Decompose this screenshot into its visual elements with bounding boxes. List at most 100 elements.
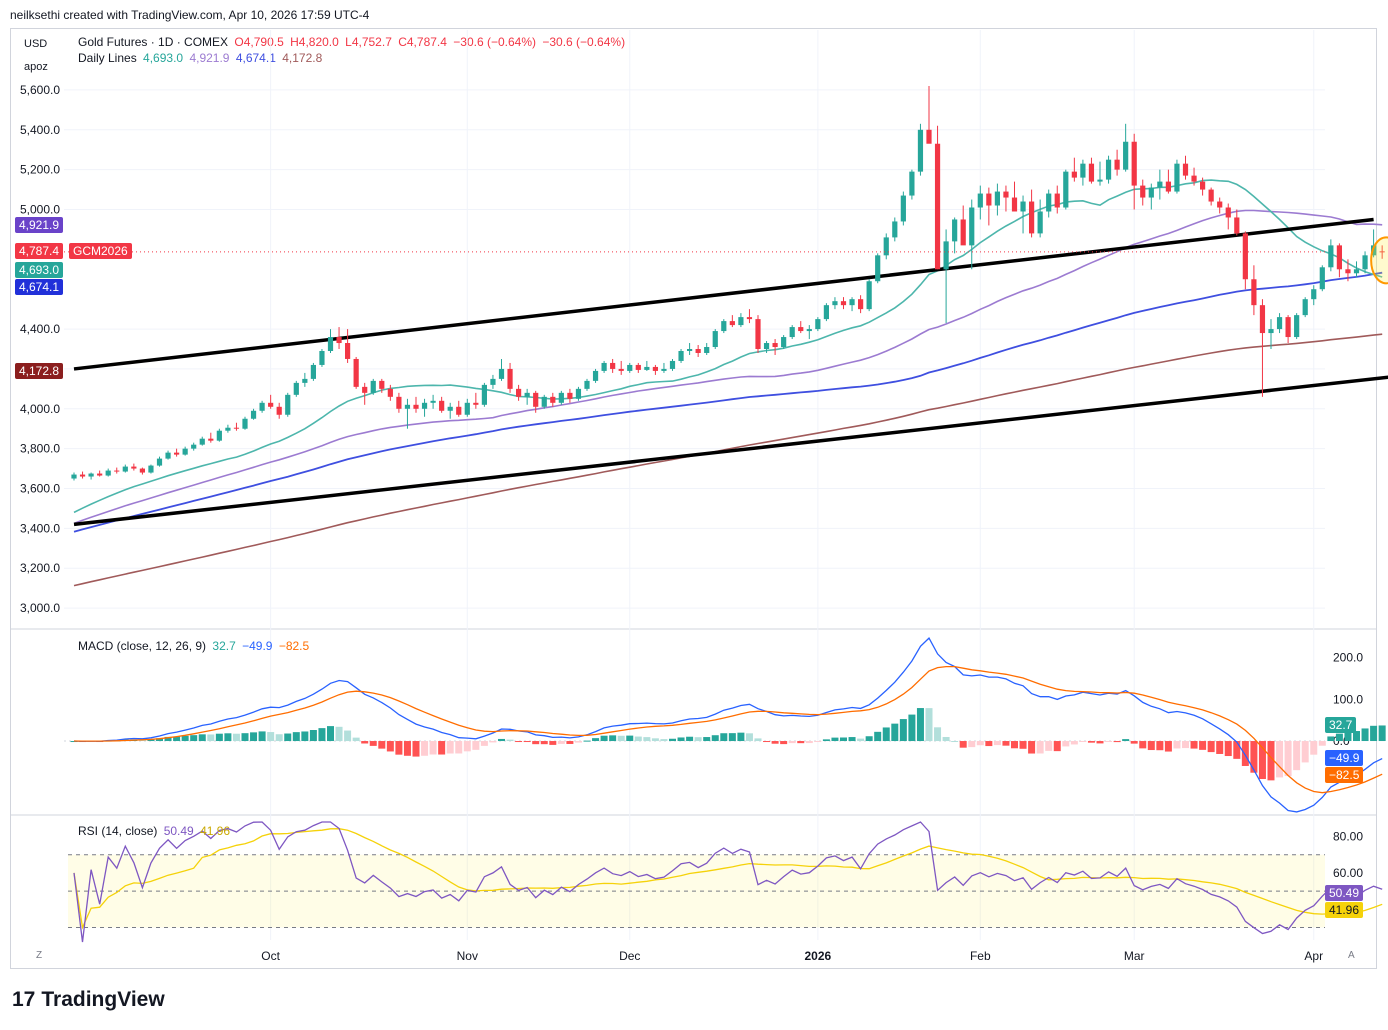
macd-histogram-bar: [925, 708, 933, 742]
macd-histogram-bar: [1173, 741, 1181, 749]
candle-body: [507, 368, 513, 389]
candle-body: [644, 366, 650, 370]
candle-body: [798, 327, 804, 332]
symbol-title[interactable]: Gold Futures · 1D · COMEX: [78, 35, 229, 49]
currency-button[interactable]: USD: [18, 34, 62, 54]
candle-body: [1071, 171, 1077, 178]
macd-histogram-bar: [480, 741, 488, 746]
zoom-reset-button[interactable]: Z: [36, 950, 43, 961]
ohlc-high: H4,820.0: [290, 35, 339, 49]
macd-histogram-bar: [1207, 741, 1215, 753]
macd-histogram-bar: [1156, 741, 1164, 751]
candle-body: [345, 343, 351, 359]
macd-histogram-bar: [908, 714, 916, 742]
macd-histogram-bar: [540, 741, 548, 745]
candle-body: [1379, 251, 1385, 253]
candle-body: [310, 364, 316, 379]
macd-histogram-bar: [822, 739, 830, 742]
macd-histogram-bar: [1233, 741, 1241, 759]
candle-body: [550, 396, 556, 403]
rsi-legend: RSI (14, close) 50.49 41.96: [78, 824, 233, 838]
candle-body: [481, 384, 487, 405]
candle-body: [182, 448, 188, 455]
rsi-tick-label: 60.00: [1333, 866, 1363, 880]
macd-histogram-bar: [993, 741, 1001, 746]
candle-body: [763, 343, 770, 349]
ohlc-change: −30.6 (−0.64%): [453, 35, 536, 49]
candle-body: [712, 331, 718, 348]
candle-body: [738, 317, 744, 326]
macd-histogram-bar: [703, 737, 711, 742]
macd-histogram-bar: [1301, 741, 1309, 763]
candle-body: [1054, 193, 1060, 208]
price-tick-label: 5,000.0: [20, 203, 60, 217]
macd-title[interactable]: MACD (close, 12, 26, 9): [78, 639, 207, 653]
macd-histogram-bar: [574, 741, 582, 743]
macd-histogram-bar: [626, 735, 634, 742]
macd-histogram-bar: [780, 741, 788, 745]
candle-body: [1242, 233, 1248, 280]
ma100-value: 4,674.1: [235, 51, 276, 65]
macd-histogram-bar: [438, 741, 446, 755]
candle-body: [661, 368, 667, 371]
candle-body: [1259, 305, 1266, 334]
macd-tick-label: 100.0: [1333, 692, 1363, 706]
macd-histogram-bar: [1293, 741, 1301, 771]
macd-histogram-bar: [523, 741, 531, 743]
macd-histogram-bar: [327, 726, 334, 742]
lines-title[interactable]: Daily Lines: [78, 51, 137, 65]
macd-histogram-bar: [557, 741, 565, 744]
candle-body: [1105, 159, 1112, 180]
candle-body: [447, 406, 453, 411]
price-tick-label: 3,400.0: [20, 521, 60, 535]
auto-scale-button[interactable]: A: [1348, 950, 1355, 961]
macd-histogram-bar: [138, 739, 146, 742]
macd-histogram-bar: [600, 735, 608, 742]
rsi-ma-line: [73, 828, 1383, 930]
macd-histogram-bar: [1045, 741, 1053, 751]
candle-body: [678, 350, 684, 361]
candle-body: [755, 319, 761, 349]
macd-histogram-bar: [976, 741, 984, 746]
ma200-price-tag: 4,172.8: [15, 363, 64, 379]
macd-histogram-bar: [198, 734, 206, 742]
rsi-ma-value: 41.96: [200, 824, 231, 838]
scale-button[interactable]: apoz: [18, 57, 62, 77]
candle-body: [1200, 181, 1206, 190]
macd-histogram-bar: [643, 737, 651, 742]
macd-histogram-bar: [857, 738, 865, 742]
macd-histogram-bar: [258, 731, 266, 742]
macd-histogram-bar: [566, 741, 574, 744]
macd-line-value: −49.9: [242, 639, 273, 653]
candle-body: [456, 406, 462, 415]
macd-histogram-bar: [472, 741, 480, 750]
candle-body: [165, 452, 171, 459]
macd-histogram-bar: [728, 733, 736, 742]
macd-histogram-bar: [1011, 741, 1018, 749]
candle-body: [302, 378, 308, 383]
ma200-line: [73, 333, 1383, 587]
ma50-line: [73, 209, 1383, 525]
macd-histogram-bar: [745, 733, 753, 742]
macd-histogram-bar: [711, 735, 719, 742]
macd-histogram-bar: [617, 735, 625, 742]
candle-body: [259, 402, 265, 411]
candle-body: [1234, 217, 1240, 234]
macd-histogram-bar: [1216, 741, 1224, 754]
macd-histogram-bar: [1361, 728, 1369, 742]
rsi-title[interactable]: RSI (14, close): [78, 824, 158, 838]
ohlc-close: C4,787.4: [398, 35, 447, 49]
macd-histogram-bar: [455, 741, 463, 754]
macd-histogram-bar: [763, 741, 771, 743]
candle-body: [892, 221, 898, 238]
candle-body: [1020, 201, 1026, 212]
candle-body: [781, 337, 787, 348]
candle-body: [729, 321, 735, 326]
candle-body: [926, 129, 932, 144]
macd-histogram-bar: [489, 741, 497, 743]
macd-histogram-bar: [797, 741, 805, 744]
macd-histogram-bar: [934, 727, 942, 742]
candle-body: [1302, 299, 1308, 316]
rsi-tick-label: 80.00: [1333, 830, 1363, 844]
